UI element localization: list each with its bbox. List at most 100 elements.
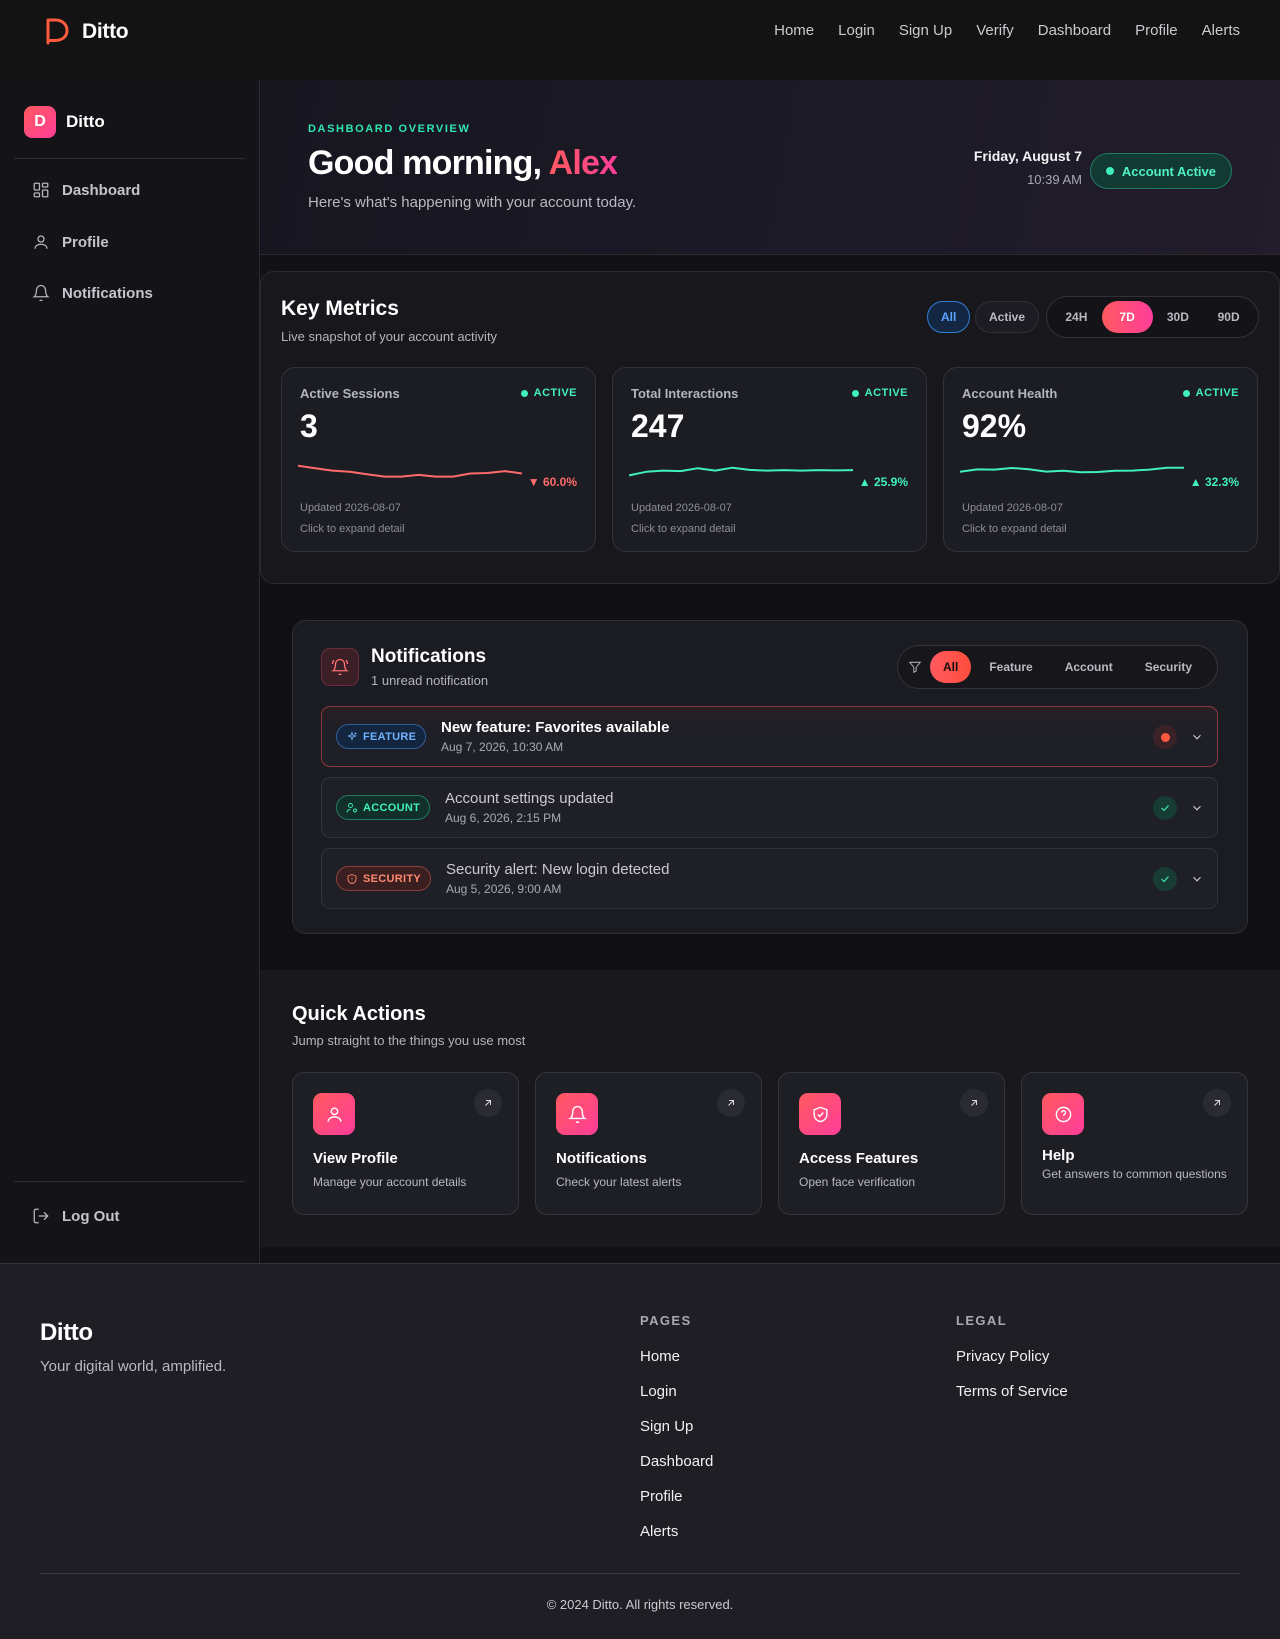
arrow-up-right-icon	[960, 1089, 988, 1117]
range-24h[interactable]: 24H	[1065, 310, 1088, 324]
footer-legal-column: LEGAL Privacy Policy Terms of Service	[956, 1313, 1068, 1418]
notification-time: Aug 7, 2026, 10:30 AM	[441, 740, 564, 754]
footer-link-signup[interactable]: Sign Up	[640, 1418, 694, 1435]
footer-pages-column: PAGES Home Login Sign Up Dashboard Profi…	[640, 1313, 713, 1558]
user-cog-icon	[346, 802, 357, 813]
read-indicator[interactable]	[1153, 867, 1177, 891]
nav-link-home[interactable]: Home	[774, 22, 815, 39]
footer-divider	[40, 1573, 1240, 1574]
quick-action-icon	[556, 1093, 598, 1135]
logout-label: Log Out	[62, 1207, 120, 1225]
sidebar-item-notifications[interactable]: Notifications	[32, 284, 153, 302]
metric-value: 247	[631, 408, 685, 444]
notifications-panel-icon	[321, 648, 359, 686]
metric-card-account-health[interactable]: Account Health ACTIVE 92% ▲ 32.3% Update…	[943, 367, 1258, 552]
bell-ring-icon	[331, 658, 349, 676]
nav-link-signup[interactable]: Sign Up	[898, 22, 953, 39]
footer-link-profile[interactable]: Profile	[640, 1488, 683, 1505]
range-7d[interactable]: 7D	[1101, 301, 1153, 333]
filter-all[interactable]: All	[927, 301, 971, 333]
footer-link-dashboard[interactable]: Dashboard	[640, 1453, 714, 1470]
footer-brand[interactable]: Ditto	[40, 1319, 93, 1346]
quick-action-icon	[313, 1093, 355, 1135]
sparkline-chart	[629, 466, 853, 477]
quick-actions-title: Quick Actions	[292, 1003, 426, 1025]
time-range-selector: 24H 7D 30D 90D	[1046, 296, 1259, 338]
sparkline-chart	[298, 464, 522, 478]
footer-link-terms[interactable]: Terms of Service	[956, 1383, 1068, 1400]
footer-link-home[interactable]: Home	[640, 1348, 681, 1365]
notif-filter-feature[interactable]: Feature	[989, 660, 1033, 674]
unread-dot	[1160, 732, 1170, 742]
filter-active[interactable]: Active	[975, 301, 1040, 333]
nav-link-dashboard[interactable]: Dashboard	[1037, 22, 1112, 39]
metric-badge-label: ACTIVE	[864, 387, 908, 399]
nav-link-alerts[interactable]: Alerts	[1201, 22, 1240, 39]
nav-links: Home Login Sign Up Verify Dashboard Prof…	[774, 22, 1240, 39]
sidebar-logo: D	[24, 106, 56, 138]
sidebar-divider	[14, 158, 245, 159]
metric-card-active-sessions[interactable]: Active Sessions ACTIVE 3 ▼ 60.0% Updated…	[281, 367, 596, 552]
range-30d[interactable]: 30D	[1166, 310, 1189, 324]
metric-card-total-interactions[interactable]: Total Interactions ACTIVE 247 ▲ 25.9% Up…	[612, 367, 927, 552]
footer: Ditto Your digital world, amplified. PAG…	[0, 1263, 1280, 1639]
notification-tag-label: SECURITY	[363, 872, 422, 885]
sidebar-divider	[14, 1181, 245, 1182]
notif-filter-account[interactable]: Account	[1064, 660, 1113, 674]
footer-link-alerts[interactable]: Alerts	[640, 1523, 679, 1540]
check-icon	[1161, 805, 1169, 812]
quick-action-name: Help	[1042, 1147, 1075, 1164]
notification-tag-label: ACCOUNT	[363, 801, 421, 814]
logout-button[interactable]: Log Out	[32, 1207, 119, 1225]
quick-action-desc: Check your latest alerts	[556, 1175, 682, 1189]
sidebar-brand[interactable]: D Ditto	[24, 106, 105, 138]
sparkles-icon	[347, 730, 357, 741]
read-indicator[interactable]	[1153, 796, 1177, 820]
sparkline-path	[629, 466, 853, 477]
unread-indicator[interactable]	[1153, 725, 1177, 749]
footer-legal-heading: LEGAL	[956, 1313, 1008, 1328]
quick-action-access-features[interactable]: Access Features Open face verification	[778, 1072, 1005, 1215]
user-icon	[326, 1106, 342, 1122]
chevron-down-icon[interactable]	[1190, 801, 1204, 815]
arrow-up-right-icon	[1203, 1089, 1231, 1117]
notification-item[interactable]: SECURITY Security alert: New login detec…	[321, 848, 1218, 909]
nav-link-profile[interactable]: Profile	[1135, 22, 1178, 39]
quick-action-desc: Manage your account details	[313, 1175, 467, 1189]
hero-kicker: DASHBOARD OVERVIEW	[308, 123, 471, 135]
metric-updated: Updated 2026-08-07	[962, 502, 1063, 514]
range-90d[interactable]: 90D	[1217, 310, 1240, 324]
notification-time: Aug 6, 2026, 2:15 PM	[445, 811, 562, 825]
brand[interactable]: Ditto	[44, 17, 129, 47]
footer-link-login[interactable]: Login	[640, 1383, 677, 1400]
notif-filter-all[interactable]: All	[930, 651, 972, 683]
nav-link-login[interactable]: Login	[838, 22, 875, 39]
metric-label: Active Sessions	[300, 386, 400, 401]
metric-status-badge: ACTIVE	[520, 387, 577, 399]
notification-item[interactable]: ACCOUNT Account settings updated Aug 6, …	[321, 777, 1218, 838]
ditto-logo-icon	[46, 18, 69, 45]
status-dot	[1182, 389, 1190, 397]
footer-tagline: Your digital world, amplified.	[40, 1358, 227, 1375]
notification-title: Security alert: New login detected	[446, 861, 670, 878]
metric-updated: Updated 2026-08-07	[300, 502, 401, 514]
chevron-down-icon[interactable]	[1190, 872, 1204, 886]
nav-link-verify[interactable]: Verify	[976, 22, 1014, 39]
quick-action-desc: Get answers to common questions	[1042, 1167, 1227, 1181]
bell-icon	[32, 284, 50, 302]
current-date: Friday, August 7	[973, 148, 1082, 164]
sidebar-item-profile[interactable]: Profile	[32, 233, 109, 251]
sidebar-item-dashboard[interactable]: Dashboard	[32, 181, 140, 199]
metric-change: ▲ 32.3%	[1189, 475, 1239, 489]
quick-action-help[interactable]: Help Get answers to common questions	[1021, 1072, 1248, 1215]
notif-filter-security[interactable]: Security	[1144, 660, 1193, 674]
quick-action-view-profile[interactable]: View Profile Manage your account details	[292, 1072, 519, 1215]
sparkline-path	[960, 466, 1184, 474]
notification-item[interactable]: FEATURE New feature: Favorites available…	[321, 706, 1218, 767]
notification-tag: ACCOUNT	[336, 795, 431, 820]
quick-action-name: Notifications	[556, 1150, 647, 1167]
footer-link-privacy[interactable]: Privacy Policy	[956, 1348, 1050, 1365]
chevron-down-icon[interactable]	[1190, 730, 1204, 744]
logout-icon	[33, 1208, 49, 1224]
quick-action-notifications[interactable]: Notifications Check your latest alerts	[535, 1072, 762, 1215]
